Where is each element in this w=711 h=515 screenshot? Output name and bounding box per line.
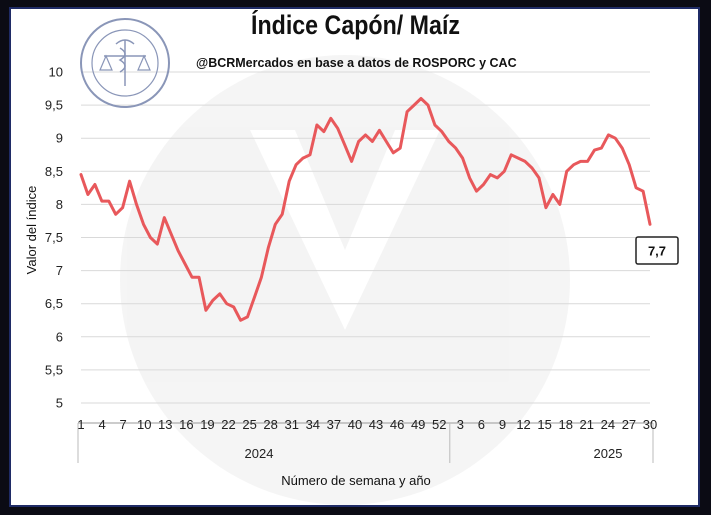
chart-title: Índice Capón/ Maíz bbox=[250, 10, 461, 40]
x-tick-label: 22 bbox=[221, 417, 235, 432]
y-tick-label: 8,5 bbox=[45, 164, 63, 179]
y-axis-ticks: 5 5,5 6 6,5 7 7,5 8 8,5 9 9,5 10 bbox=[45, 65, 63, 411]
year-label: 2024 bbox=[245, 446, 274, 461]
x-tick-label: 40 bbox=[348, 417, 362, 432]
y-tick-label: 6 bbox=[56, 329, 63, 344]
x-tick-label: 24 bbox=[601, 417, 615, 432]
series-line bbox=[79, 97, 652, 322]
y-tick-label: 6,5 bbox=[45, 296, 63, 311]
x-axis bbox=[77, 422, 654, 463]
x-axis-label: Número de semana y año bbox=[281, 473, 431, 488]
x-tick-label: 1 bbox=[77, 417, 84, 432]
y-tick-label: 7,5 bbox=[45, 230, 63, 245]
x-tick-label: 27 bbox=[622, 417, 636, 432]
x-tick-label: 31 bbox=[285, 417, 299, 432]
end-value-box: 7,7 bbox=[635, 236, 679, 265]
chart-frame bbox=[9, 7, 700, 507]
y-tick-label: 10 bbox=[49, 65, 63, 80]
y-tick-label: 8 bbox=[56, 197, 63, 212]
watermark bbox=[120, 55, 570, 505]
logo-seal bbox=[80, 18, 170, 108]
x-tick-label: 6 bbox=[478, 417, 485, 432]
y-axis-label: Valor del índice bbox=[24, 186, 39, 275]
x-tick-label: 18 bbox=[558, 417, 572, 432]
x-tick-label: 34 bbox=[306, 417, 320, 432]
x-tick-label: 49 bbox=[411, 417, 425, 432]
x-tick-label: 16 bbox=[179, 417, 193, 432]
x-tick-label: 9 bbox=[499, 417, 506, 432]
y-tick-label: 7 bbox=[56, 263, 63, 278]
y-tick-label: 9,5 bbox=[45, 98, 63, 113]
chart-subtitle: @BCRMercados en base a datos de ROSPORC … bbox=[196, 56, 517, 70]
x-tick-label: 3 bbox=[457, 417, 464, 432]
x-tick-label: 37 bbox=[327, 417, 341, 432]
year-labels: 2024 2025 bbox=[245, 446, 623, 461]
x-tick-label: 7 bbox=[120, 417, 127, 432]
x-tick-label: 25 bbox=[242, 417, 256, 432]
x-tick-label: 46 bbox=[390, 417, 404, 432]
x-tick-label: 15 bbox=[537, 417, 551, 432]
x-tick-label: 10 bbox=[137, 417, 151, 432]
x-tick-label: 21 bbox=[580, 417, 594, 432]
x-axis-ticks: 1 4 7 10 13 16 19 22 25 28 31 34 37 40 43 46 49 52 3 6 9 12 15… bbox=[77, 417, 657, 432]
x-tick-label: 4 bbox=[98, 417, 105, 432]
x-tick-label: 30 bbox=[643, 417, 657, 432]
x-tick-label: 43 bbox=[369, 417, 383, 432]
y-tick-label: 5 bbox=[56, 396, 63, 411]
y-tick-label: 5,5 bbox=[45, 362, 63, 377]
x-tick-label: 52 bbox=[432, 417, 446, 432]
end-value-label: 7,7 bbox=[648, 244, 666, 259]
gridlines bbox=[81, 71, 650, 404]
x-tick-label: 19 bbox=[200, 417, 214, 432]
year-label: 2025 bbox=[594, 446, 623, 461]
x-tick-label: 12 bbox=[516, 417, 530, 432]
x-tick-label: 13 bbox=[158, 417, 172, 432]
x-tick-label: 28 bbox=[263, 417, 277, 432]
y-tick-label: 9 bbox=[56, 131, 63, 146]
